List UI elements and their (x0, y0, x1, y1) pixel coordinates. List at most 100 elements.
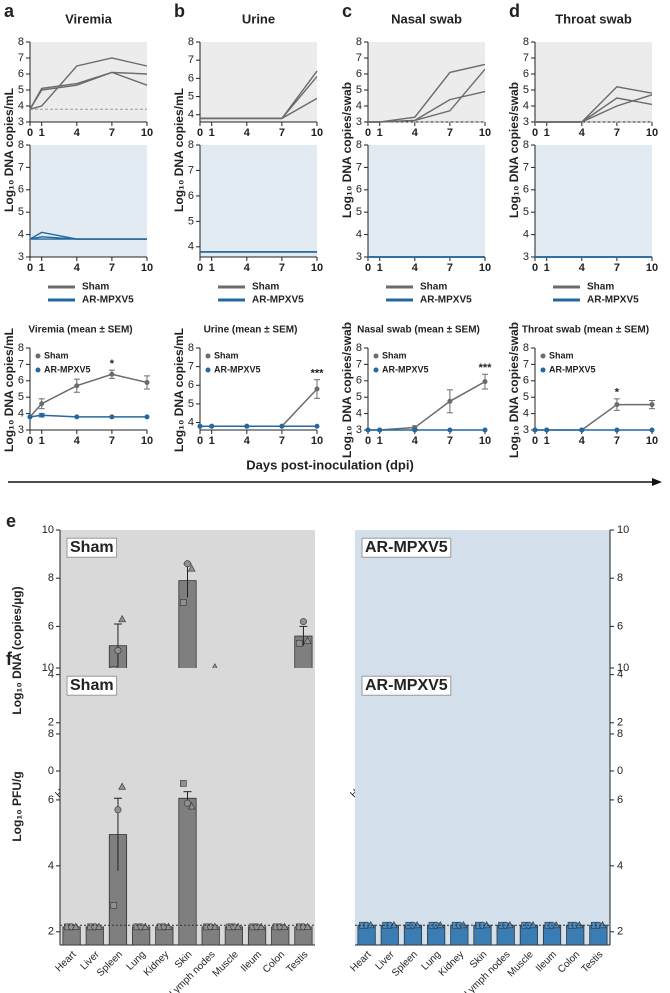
y-tick-label: 8 (48, 728, 54, 740)
point (459, 920, 468, 929)
y-tick-label: 5 (18, 206, 24, 218)
y-tick-label: 3 (356, 424, 362, 436)
y-tick-label: 7 (356, 52, 362, 64)
x-tick-label: 1 (544, 262, 550, 274)
point (164, 922, 173, 930)
legend-label: AR-MPXV5 (587, 295, 639, 306)
y-tick-label: 3 (523, 251, 529, 263)
y-tick-label: 6 (617, 620, 623, 632)
legend-marker (373, 367, 379, 373)
x-tick-label: 4 (244, 262, 251, 274)
y-tick-label: 6 (523, 375, 529, 387)
panel-letter: a (4, 1, 15, 21)
y-tick-label: 4 (617, 860, 623, 872)
mean-marker (314, 423, 320, 429)
y-tick-label: 8 (523, 139, 529, 151)
y-tick-label: 3 (356, 251, 362, 263)
mean-marker (649, 427, 655, 433)
mean-marker (144, 414, 150, 420)
mean-marker (27, 414, 33, 420)
y-tick-label: 7 (18, 52, 24, 64)
category-label: Ileum (239, 949, 264, 974)
point (114, 806, 122, 814)
y-tick-label: 7 (188, 54, 194, 66)
mean-marker (447, 398, 453, 404)
x-tick-label: 10 (141, 127, 153, 139)
mean-marker (39, 401, 45, 407)
y-tick-label: 4 (188, 241, 194, 253)
point (114, 646, 122, 654)
mean-marker (649, 402, 655, 408)
x-tick-label: 7 (279, 262, 285, 274)
x-tick-label: 0 (197, 262, 203, 274)
x-tick-label: 7 (109, 262, 115, 274)
bar (178, 797, 197, 946)
y-axis-title: Log₁₀ DNA copies/swab (507, 82, 521, 218)
point (180, 598, 187, 606)
x-tick-label: 4 (244, 127, 251, 139)
plot-background (368, 42, 485, 122)
y-tick-label: 5 (356, 206, 362, 218)
legend-label: Sham (252, 282, 279, 293)
legend-label: AR-MPXV5 (252, 295, 304, 306)
x-tick-label: 0 (532, 435, 538, 447)
plot-background (200, 145, 317, 257)
legend-marker (373, 353, 379, 359)
significance: *** (479, 362, 493, 374)
panel-letter: f (6, 649, 13, 669)
point (413, 920, 422, 929)
x-tick-label: 7 (109, 435, 115, 447)
y-tick-label: 8 (48, 572, 54, 584)
x-tick-label: 4 (244, 435, 251, 447)
point (390, 920, 398, 929)
x-tick-label: 7 (447, 435, 453, 447)
mean-title: Urine (mean ± SEM) (204, 325, 298, 336)
individual-line (29, 57, 148, 110)
legend-label: AR-MPXV5 (44, 364, 91, 374)
category-label: Ileum (534, 949, 559, 974)
point (436, 920, 445, 929)
point (210, 922, 219, 930)
x-tick-label: 1 (377, 262, 383, 274)
y-tick-label: 5 (188, 215, 194, 227)
legend-marker (205, 367, 211, 373)
legend-marker (205, 353, 211, 359)
group-label: Sham (70, 677, 114, 694)
arrow-head (652, 478, 662, 486)
category-label: Muscle (211, 949, 241, 979)
legend-marker (540, 367, 546, 373)
y-tick-label: 5 (523, 391, 529, 403)
group-label-box (66, 675, 118, 696)
y-tick-label: 6 (188, 379, 194, 391)
individual-line (368, 68, 486, 123)
mean-title: Nasal swab (mean ± SEM) (357, 325, 480, 336)
x-tick-label: 0 (197, 127, 203, 139)
y-tick-label: 7 (356, 161, 362, 173)
point (482, 920, 491, 929)
point (118, 614, 127, 623)
y-tick-label: 4 (18, 229, 24, 241)
point (280, 922, 289, 930)
y-tick-label: 8 (18, 36, 24, 48)
y-tick-label: 8 (617, 572, 623, 584)
mean-marker (532, 427, 538, 433)
x-tick-label: 7 (109, 127, 115, 139)
mean-marker (109, 414, 115, 420)
panel-letter: e (6, 511, 16, 531)
panel-title: Nasal swab (391, 11, 462, 26)
mean-marker (412, 427, 418, 433)
legend-label: AR-MPXV5 (420, 295, 472, 306)
y-axis-title: Log₁₀ DNA copies/mL (2, 328, 16, 452)
x-tick-label: 10 (646, 435, 658, 447)
plot-background (368, 145, 485, 257)
point (187, 802, 196, 810)
y-tick-label: 4 (356, 229, 362, 241)
x-tick-label: 1 (544, 127, 550, 139)
x-tick-label: 7 (614, 127, 620, 139)
x-tick-label: 0 (27, 127, 33, 139)
category-label: Colon (556, 949, 582, 975)
x-tick-label: 4 (412, 127, 419, 139)
x-tick-label: 7 (614, 435, 620, 447)
category-label: Heart (54, 949, 79, 974)
plot-background (368, 348, 485, 430)
